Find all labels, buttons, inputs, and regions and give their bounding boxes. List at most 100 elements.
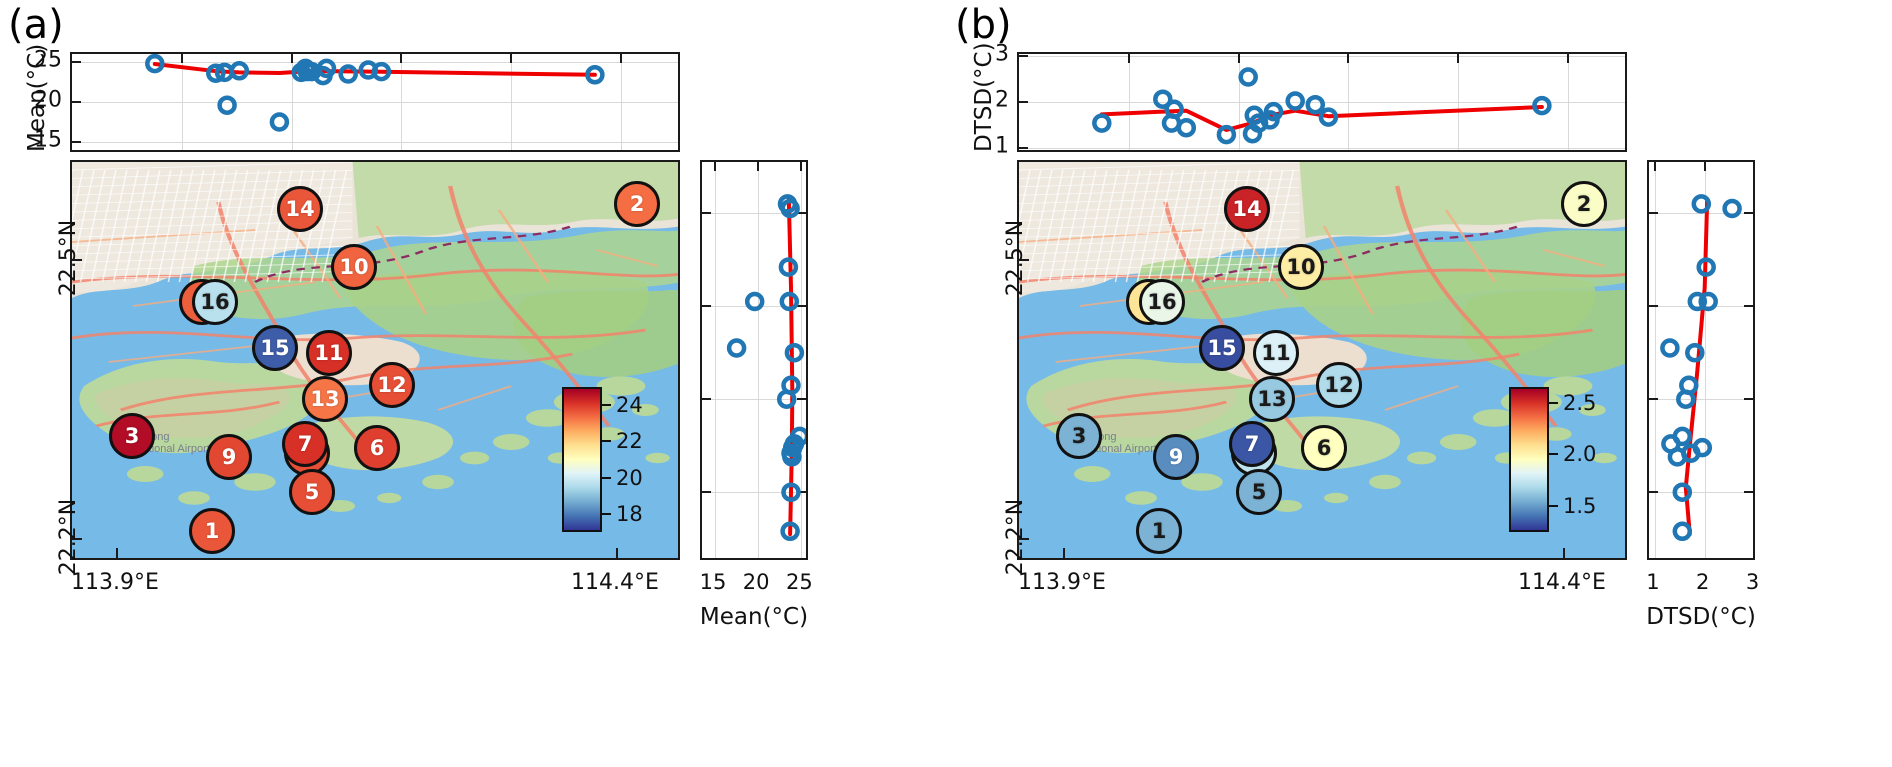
colorbar-tick-label-panel_b: 2.5 — [1563, 390, 1597, 415]
station-marker-14-panel_a[interactable]: 14 — [277, 185, 323, 232]
colorbar-tick-label-panel_a: 20 — [616, 465, 643, 490]
station-marker-12-panel_b[interactable]: 12 — [1316, 362, 1362, 409]
right-xtick-panel_a — [800, 162, 803, 171]
right-gridline-h-panel_a — [702, 492, 806, 494]
station-marker-14-panel_b[interactable]: 14 — [1224, 185, 1270, 232]
map-ytick-label-panel_a: 22.5°N — [56, 219, 81, 296]
right-gridline-h-panel_b — [1649, 213, 1753, 215]
top-ytick-panel_a — [72, 101, 81, 103]
map-xtick-panel_a — [116, 548, 118, 558]
right-ytick-panel_a — [702, 398, 711, 401]
colorbar-tick-label-panel_a: 24 — [616, 393, 643, 418]
right-gridline-h-panel_b — [1649, 399, 1753, 401]
station-marker-3-panel_a[interactable]: 3 — [109, 413, 155, 460]
colorbar-tick-panel_a — [602, 512, 611, 515]
top-gridline-v-panel_b — [1238, 54, 1240, 150]
station-marker-10-panel_a[interactable]: 10 — [331, 244, 377, 291]
map-ytick-panel_b — [1019, 537, 1029, 540]
right-xlabel-panel_a: Mean(°C) — [699, 604, 809, 630]
map-xtick-panel_b — [1563, 548, 1565, 558]
top-ytick-label-panel_b: 3 — [995, 41, 1009, 67]
right-ytick2-panel_a — [797, 212, 806, 215]
right-xtick-label-panel_b: 1 — [1646, 570, 1660, 594]
station-marker-10-panel_b[interactable]: 10 — [1278, 244, 1324, 291]
top-ytick-panel_b — [1019, 55, 1028, 58]
station-marker-13-panel_a[interactable]: 13 — [302, 376, 348, 423]
top-xtick-panel_a — [290, 54, 293, 63]
station-marker-7-panel_b[interactable]: 7 — [1229, 420, 1275, 467]
colorbar-tick-label-panel_a: 18 — [616, 501, 643, 526]
station-marker-2-panel_b[interactable]: 2 — [1561, 180, 1607, 227]
map-xtick-label-panel_b: 113.9°E — [1018, 570, 1106, 595]
colorbar-tick-panel_b — [1549, 401, 1558, 404]
top-gridline-panel_a — [72, 142, 678, 143]
top-ylabel-panel_a: Mean(°C) — [24, 43, 50, 152]
station-marker-9-panel_a[interactable]: 9 — [206, 433, 252, 480]
right-xtick-panel_a — [757, 162, 760, 171]
top-xtick-panel_b — [1237, 54, 1240, 63]
right-gridline-h-panel_a — [702, 399, 806, 401]
station-marker-1-panel_a[interactable]: 1 — [189, 508, 235, 555]
top-ytick-label-panel_a: 25 — [34, 47, 62, 73]
right-ytick2-panel_b — [1744, 305, 1753, 308]
top-gridline-v-panel_b — [1348, 54, 1350, 150]
map-ytick-label-panel_b: 22.2°N — [1003, 498, 1028, 575]
station-marker-16-panel_a[interactable]: 16 — [192, 278, 238, 325]
right-ytick-panel_b — [1649, 491, 1658, 494]
top-series-panel_a — [145, 54, 605, 132]
top-gridline-v-panel_a — [181, 54, 183, 150]
right-gridline-v-panel_a — [801, 162, 803, 558]
right-ytick-panel_a — [702, 212, 711, 215]
top-ytick-label-panel_a: 15 — [34, 127, 62, 153]
top-gridline-panel_a — [72, 102, 678, 103]
right-ytick-panel_a — [702, 305, 711, 308]
station-marker-11-panel_a[interactable]: 11 — [306, 329, 352, 376]
right-gridline-v-panel_a — [714, 162, 716, 558]
station-marker-15-panel_b[interactable]: 15 — [1199, 325, 1245, 372]
station-marker-9-panel_b[interactable]: 9 — [1153, 433, 1199, 480]
top-ytick-panel_b — [1019, 147, 1028, 150]
top-ytick-panel_b — [1019, 101, 1028, 104]
station-marker-16-panel_b[interactable]: 16 — [1139, 278, 1185, 325]
right-gridline-v-panel_b — [1755, 162, 1756, 558]
station-marker-12-panel_a[interactable]: 12 — [369, 362, 415, 409]
right-gridline-h-panel_a — [702, 213, 806, 215]
top-gridline-v-panel_a — [401, 54, 403, 150]
right-xtick-panel_a — [713, 162, 716, 171]
right-gridline-v-panel_b — [1654, 162, 1656, 558]
map-xtick-panel_b — [1063, 548, 1065, 558]
station-marker-11-panel_b[interactable]: 11 — [1253, 329, 1299, 376]
station-marker-13-panel_b[interactable]: 13 — [1249, 376, 1295, 423]
top-xtick-panel_b — [1347, 54, 1350, 63]
station-marker-7-panel_a[interactable]: 7 — [282, 420, 328, 467]
station-marker-1-panel_b[interactable]: 1 — [1136, 508, 1182, 555]
colorbar-panel_b — [1509, 387, 1549, 532]
station-marker-6-panel_a[interactable]: 6 — [354, 424, 400, 471]
top-xtick-panel_a — [510, 54, 513, 63]
colorbar-panel_a — [562, 387, 602, 532]
right-gridline-v-panel_a — [758, 162, 760, 558]
right-xtick-panel_b — [1703, 162, 1706, 171]
station-marker-15-panel_a[interactable]: 15 — [252, 325, 298, 372]
station-marker-5-panel_b[interactable]: 5 — [1236, 469, 1282, 516]
station-marker-2-panel_a[interactable]: 2 — [614, 180, 660, 227]
map-ytick-panel_a — [72, 537, 82, 540]
right-ytick-panel_b — [1649, 212, 1658, 215]
colorbar-tick-panel_b — [1549, 453, 1558, 456]
right-ytick-panel_a — [702, 491, 711, 494]
panel-tag-panel_a: (a) — [8, 2, 64, 48]
top-scatter-panel_a — [70, 52, 680, 152]
colorbar-tick-panel_a — [602, 404, 611, 407]
station-marker-6-panel_b[interactable]: 6 — [1301, 424, 1347, 471]
station-marker-5-panel_a[interactable]: 5 — [289, 469, 335, 516]
top-ytick-panel_a — [72, 141, 81, 143]
top-xtick-panel_a — [400, 54, 403, 63]
right-xtick-label-panel_a: 15 — [699, 570, 727, 594]
top-scatter-panel_b — [1017, 52, 1627, 152]
station-marker-3-panel_b[interactable]: 3 — [1056, 413, 1102, 460]
